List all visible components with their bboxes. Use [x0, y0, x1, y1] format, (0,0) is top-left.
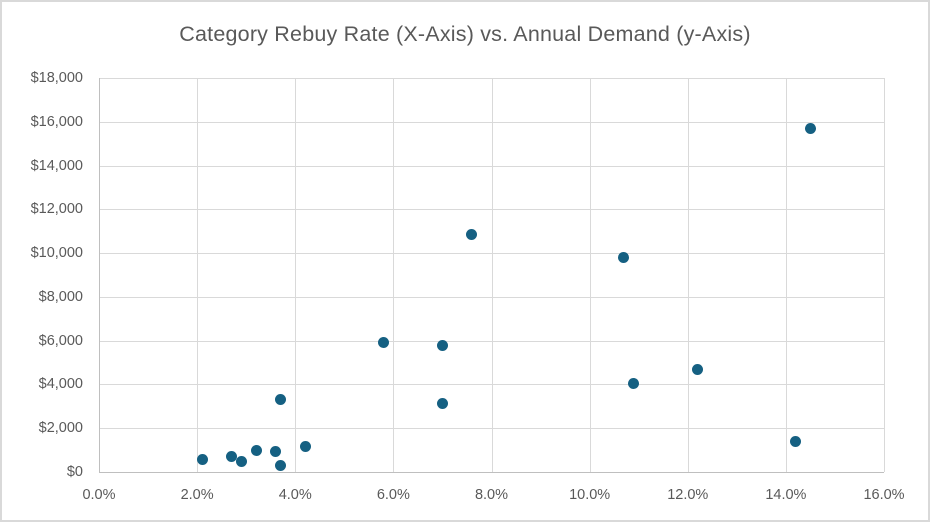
y-tick-label: $4,000 [38, 376, 83, 393]
data-point[interactable] [250, 444, 262, 456]
x-tick-label: 2.0% [180, 487, 214, 503]
gridline-vertical [393, 78, 395, 472]
x-tick-label: 16.0% [863, 487, 905, 503]
x-tick-label: 8.0% [474, 487, 509, 503]
gridline-vertical [295, 78, 297, 472]
data-point[interactable] [804, 122, 816, 134]
y-tick-label: $18,000 [30, 70, 83, 86]
plot-area [99, 78, 885, 473]
data-point[interactable] [692, 363, 704, 375]
chart-title: Category Rebuy Rate (X-Axis) vs. Annual … [179, 22, 751, 46]
y-tick-label: $2,000 [38, 420, 83, 437]
gridline-vertical [589, 78, 591, 472]
gridline-vertical [687, 78, 689, 472]
x-tick-label: 10.0% [569, 487, 611, 503]
x-tick-label: 12.0% [667, 487, 709, 503]
x-axis-line [99, 472, 884, 473]
gridline-vertical [785, 78, 787, 472]
data-point[interactable] [378, 337, 390, 349]
data-point[interactable] [790, 435, 802, 447]
y-tick-label: $14,000 [30, 157, 83, 174]
y-tick-label: $12,000 [30, 201, 83, 218]
gridline-vertical [197, 78, 199, 472]
x-tick-label: 0.0% [82, 487, 116, 503]
data-point[interactable] [235, 456, 247, 468]
gridline-vertical [884, 78, 885, 472]
data-point[interactable] [618, 251, 630, 263]
gridline-vertical [491, 78, 493, 472]
x-tick-label: 6.0% [376, 487, 410, 503]
data-point[interactable] [436, 339, 448, 351]
x-tick-label: 14.0% [765, 487, 807, 503]
y-tick-label: $8,000 [38, 288, 83, 305]
x-tick-label: 4.0% [278, 487, 312, 503]
data-point[interactable] [299, 441, 311, 453]
data-point[interactable] [196, 454, 208, 466]
data-point[interactable] [466, 229, 478, 240]
data-point[interactable] [275, 394, 287, 406]
data-point[interactable] [275, 459, 287, 471]
y-tick-label: $16,000 [30, 113, 83, 130]
y-tick-label: $0 [66, 464, 83, 480]
data-point[interactable] [628, 377, 640, 389]
data-point[interactable] [225, 450, 237, 462]
data-point[interactable] [436, 397, 448, 409]
data-point[interactable] [270, 445, 282, 457]
y-axis-line [99, 78, 100, 472]
y-tick-label: $10,000 [30, 245, 83, 262]
y-tick-label: $6,000 [38, 332, 83, 349]
